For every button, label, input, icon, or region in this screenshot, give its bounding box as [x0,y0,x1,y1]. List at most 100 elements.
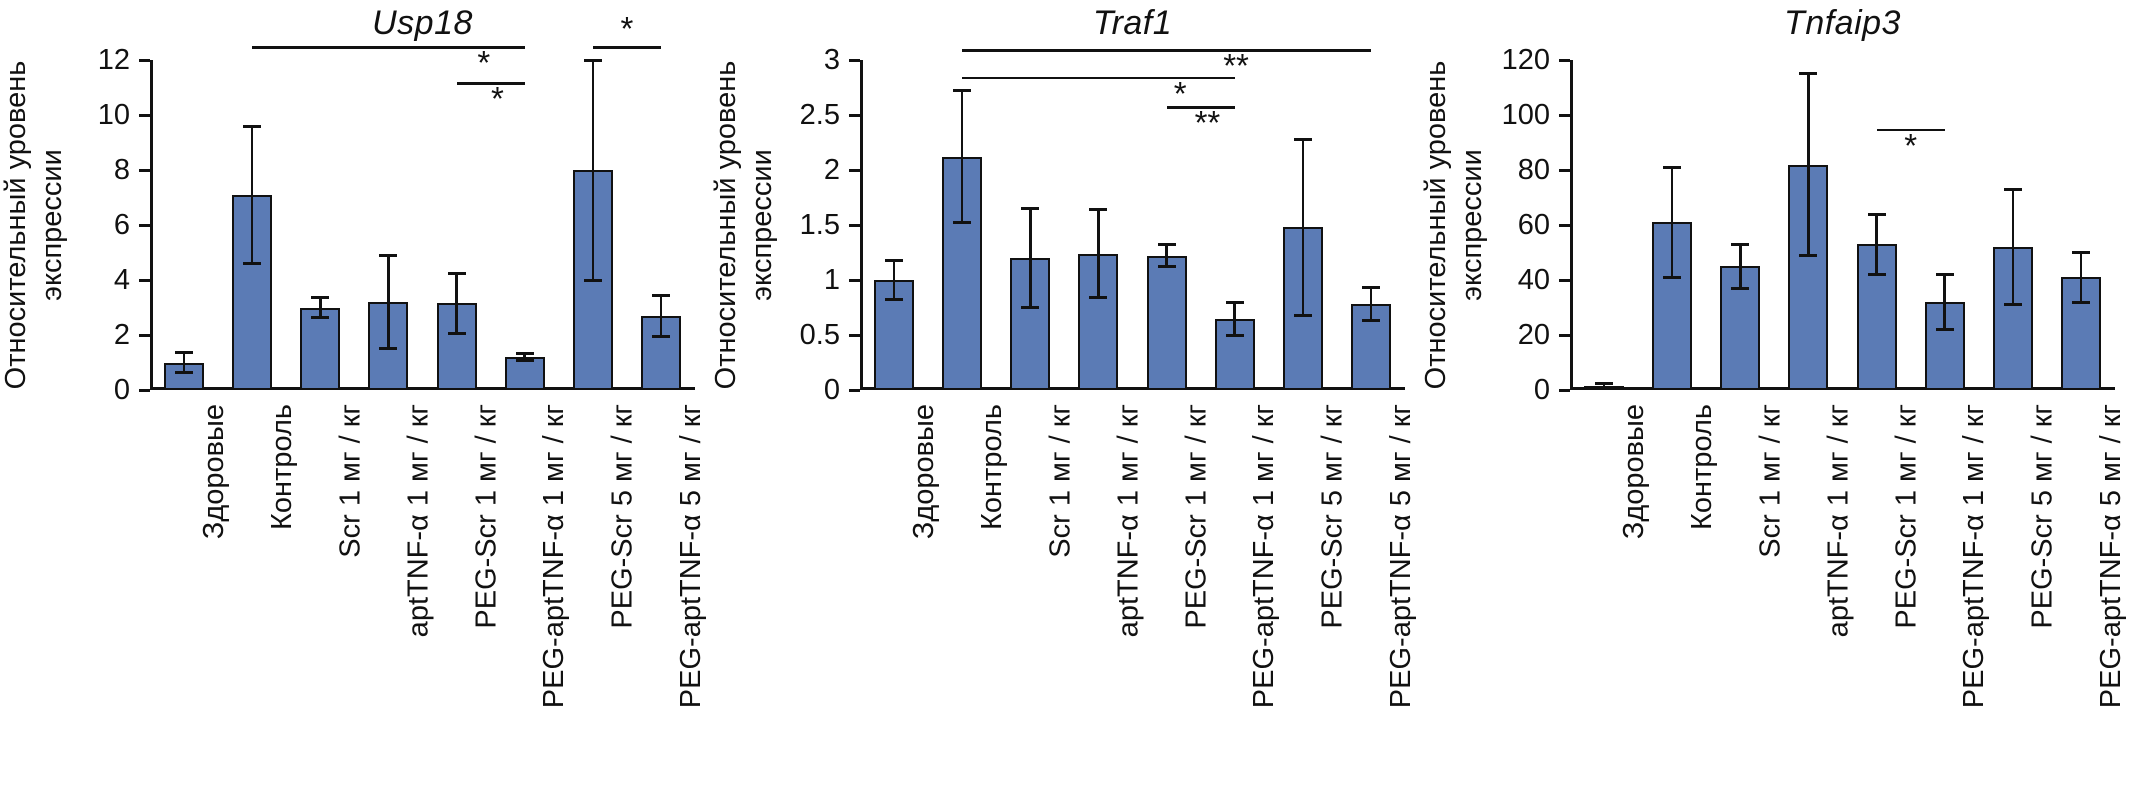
x-category-label: PEG-aptTNF-α 1 мг / кг [1958,404,1991,709]
significance-label: * [1173,74,1187,112]
error-bar-line [1943,274,1946,330]
significance-label: * [1904,126,1918,164]
plot-axes [1570,60,2115,390]
error-bar-cap [515,358,534,362]
error-bar-cap [1157,265,1176,269]
y-tick-label: 1 [823,264,840,296]
error-bar-cap [651,293,670,297]
error-bar-cap [1731,286,1750,290]
error-bar-cap [1225,333,1244,337]
error-bar-line [659,295,663,337]
error-bar-cap [1293,137,1312,141]
y-tick-mark [139,168,150,172]
error-bar-cap [2003,187,2022,191]
y-tick-label: 2 [823,154,840,186]
error-bar-line [1807,73,1810,256]
x-category-label: PEG-Scr 1 мг / кг [470,404,503,629]
error-bar-line [2079,252,2083,302]
error-bar-cap [243,262,262,265]
error-bar-cap [583,278,602,282]
chart-traf1: Traf1 Относительный уровень экспрессии 0 0.5… [710,0,1420,806]
x-category-label: PEG-aptTNF-α 1 мг / кг [1248,404,1281,709]
plot-axes [860,60,1405,390]
significance-line [592,46,661,49]
error-bar-line [1670,167,1674,278]
error-bar-line [1097,209,1100,298]
error-bar-cap [953,89,972,93]
error-bar-line [387,255,390,349]
error-bar-line [960,90,964,223]
y-tick-mark [139,223,150,227]
significance-label: ** [1194,104,1221,142]
error-bar-cap [1731,242,1750,246]
y-tick-mark [849,278,860,282]
error-bar-cap [1799,253,1818,257]
significance-label: * [491,80,504,117]
x-category-label: Контроль [266,404,299,530]
error-bar-cap [651,334,670,338]
significance-line [1876,128,1945,132]
y-tick-label: 3 [823,44,840,76]
bar [300,307,341,390]
y-tick-label: 60 [1517,209,1550,241]
error-bar-cap [2003,303,2022,307]
x-category-label: PEG-Scr 5 мг / кг [2026,404,2059,629]
error-bar-cap [885,258,904,262]
error-bar-cap [1021,306,1040,309]
error-bar-cap [1089,208,1108,212]
y-tick-label: 40 [1517,264,1550,296]
error-bar-cap [1089,296,1108,300]
x-category-label: PEG-Scr 1 мг / кг [1180,404,1213,629]
error-bar-cap [1595,387,1614,391]
x-category-label: Здоровые [908,404,941,540]
y-tick-label: 0 [823,374,840,406]
y-tick-mark [849,333,860,337]
y-tick-label: 100 [1501,99,1550,131]
error-bar-line [1602,383,1606,389]
significance-line [962,49,1371,52]
error-bar-cap [447,332,466,336]
y-tick-mark [139,388,150,392]
y-tick-mark [849,168,860,172]
error-bar-line [591,60,595,280]
y-tick-label: 20 [1517,319,1550,351]
y-tick-label: 0 [113,374,130,406]
error-bar-line [1233,302,1236,335]
chart-title: Traf1 [1092,4,1173,42]
error-bar-cap [1157,243,1176,247]
y-tick-mark [139,278,150,282]
x-category-label: Здоровые [198,404,231,540]
x-category-label: Scr 1 мг / кг [1754,404,1787,558]
chart-tnfaip3: Tnfaip3 Относительный уровень экспрессии 0 2… [1420,0,2130,806]
x-category-label: Контроль [976,404,1009,530]
error-bar-cap [953,221,972,225]
y-tick-mark [1559,168,1570,172]
significance-line [962,76,1235,79]
significance-label: * [620,10,634,48]
error-bar-cap [1595,381,1614,385]
error-bar-line [2011,189,2015,305]
error-bar-line [1301,139,1305,316]
y-tick-mark [1559,113,1570,117]
x-category-label: PEG-aptTNF-α 5 мг / кг [1384,404,1417,709]
error-bar-cap [1799,72,1818,76]
error-bar-cap [311,315,330,319]
x-category-label: PEG-Scr 5 мг / кг [606,404,639,629]
x-category-label: aptTNF-α 1 мг / кг [402,404,435,638]
significance-line [456,82,525,85]
significance-label: * [477,44,491,82]
error-bar-cap [1361,286,1380,290]
y-tick-mark [849,113,860,117]
bar [1146,255,1187,390]
bar [504,357,545,390]
significance-line [1166,106,1235,109]
y-tick-mark [1559,333,1570,337]
y-tick-label: 80 [1517,154,1550,186]
y-tick-mark [849,58,860,62]
error-bar-cap [175,370,194,374]
error-bar-line [250,126,254,264]
y-tick-mark [1559,58,1570,62]
error-bar-cap [885,298,904,302]
error-bar-cap [1663,275,1682,279]
x-category-label: PEG-aptTNF-α 1 мг / кг [538,404,571,709]
